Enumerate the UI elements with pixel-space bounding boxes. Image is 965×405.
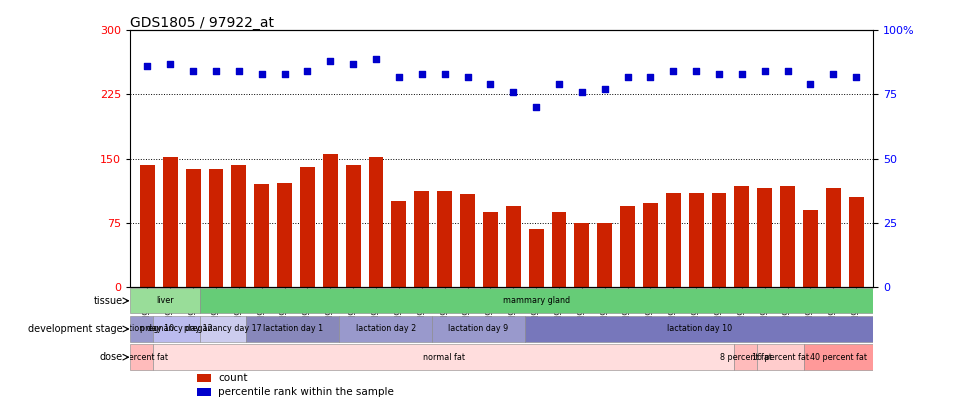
Bar	[255, 184, 269, 287]
Point	[277, 71, 292, 77]
Bar	[780, 186, 795, 287]
Bar	[200, 316, 246, 342]
Point	[459, 73, 475, 80]
Bar	[804, 345, 873, 370]
Bar	[849, 197, 864, 287]
Point	[345, 60, 361, 67]
Bar	[460, 194, 475, 287]
Point	[391, 73, 406, 80]
Point	[208, 68, 224, 75]
Bar	[826, 188, 841, 287]
Bar	[300, 167, 315, 287]
Bar	[597, 223, 612, 287]
Text: 16 percent fat: 16 percent fat	[752, 353, 809, 362]
Text: mammary gland: mammary gland	[503, 296, 570, 305]
Bar	[574, 223, 590, 287]
Point	[688, 68, 703, 75]
Bar	[432, 316, 525, 342]
Point	[666, 68, 681, 75]
Point	[780, 68, 795, 75]
Bar	[437, 191, 452, 287]
Point	[848, 73, 864, 80]
Point	[232, 68, 247, 75]
Bar	[130, 345, 153, 370]
Point	[597, 86, 613, 93]
Point	[369, 55, 384, 62]
Text: 8 percent fat: 8 percent fat	[720, 353, 772, 362]
Bar	[277, 183, 292, 287]
Point	[734, 71, 750, 77]
Bar	[506, 205, 521, 287]
Bar	[153, 345, 734, 370]
Bar	[803, 210, 818, 287]
Text: 8 percent fat: 8 percent fat	[116, 353, 168, 362]
Point	[322, 58, 338, 64]
Point	[757, 68, 772, 75]
Bar	[482, 211, 498, 287]
Point	[620, 73, 635, 80]
Point	[254, 71, 269, 77]
Point	[803, 81, 818, 87]
Point	[185, 68, 201, 75]
Text: count: count	[218, 373, 247, 383]
Bar	[392, 201, 406, 287]
Point	[414, 71, 429, 77]
Text: preganancy day 17: preganancy day 17	[184, 324, 262, 333]
Text: percentile rank within the sample: percentile rank within the sample	[218, 387, 394, 397]
Bar	[140, 164, 154, 287]
Text: lactation day 10: lactation day 10	[667, 324, 731, 333]
Bar	[197, 388, 210, 396]
Bar	[414, 191, 429, 287]
Bar	[130, 316, 153, 342]
Point	[574, 89, 590, 95]
Bar	[246, 316, 340, 342]
Text: development stage: development stage	[28, 324, 123, 334]
Bar	[323, 154, 338, 287]
Point	[437, 71, 453, 77]
Bar	[643, 203, 658, 287]
Bar	[525, 316, 873, 342]
Text: 40 percent fat: 40 percent fat	[810, 353, 867, 362]
Bar	[711, 193, 727, 287]
Bar	[734, 186, 749, 287]
Bar	[758, 345, 804, 370]
Text: lactation day 10: lactation day 10	[109, 324, 175, 333]
Text: liver: liver	[156, 296, 174, 305]
Bar	[529, 230, 543, 287]
Bar	[369, 157, 383, 287]
Point	[140, 63, 155, 70]
Text: lactation day 1: lactation day 1	[262, 324, 323, 333]
Text: tissue: tissue	[94, 296, 123, 306]
Bar	[232, 164, 246, 287]
Point	[551, 81, 566, 87]
Bar	[758, 188, 772, 287]
Text: pregnancy day 12: pregnancy day 12	[140, 324, 213, 333]
Bar	[689, 193, 703, 287]
Bar	[345, 164, 361, 287]
Bar	[208, 169, 224, 287]
Text: GDS1805 / 97922_at: GDS1805 / 97922_at	[130, 16, 274, 30]
Bar	[185, 169, 201, 287]
Text: lactation day 9: lactation day 9	[449, 324, 509, 333]
Bar	[666, 193, 680, 287]
Point	[643, 73, 658, 80]
Point	[162, 60, 178, 67]
Text: lactation day 2: lactation day 2	[355, 324, 416, 333]
Text: normal fat: normal fat	[423, 353, 465, 362]
Bar	[153, 316, 200, 342]
Point	[300, 68, 316, 75]
Point	[529, 104, 544, 111]
Bar	[734, 345, 758, 370]
Text: dose: dose	[99, 352, 123, 362]
Bar	[197, 374, 210, 382]
Bar	[130, 288, 200, 313]
Bar	[620, 205, 635, 287]
Point	[711, 71, 727, 77]
Point	[826, 71, 841, 77]
Bar	[340, 316, 432, 342]
Point	[506, 89, 521, 95]
Bar	[552, 211, 566, 287]
Point	[482, 81, 498, 87]
Bar	[163, 157, 178, 287]
